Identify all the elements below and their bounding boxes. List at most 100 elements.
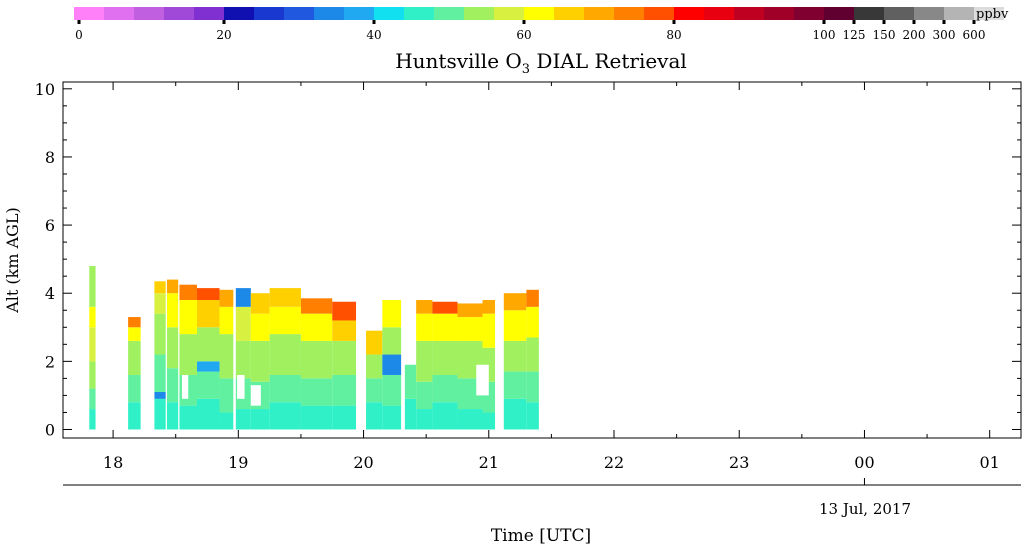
ozone-cell — [235, 409, 251, 430]
colorbar-tick — [882, 20, 886, 24]
ozone-cell — [366, 330, 383, 355]
colorbar-segment — [284, 7, 314, 20]
ozone-cell — [382, 354, 402, 375]
ozone-cell — [89, 361, 96, 389]
colorbar-tick-label: 20 — [216, 28, 231, 42]
y-tick-label: 2 — [45, 352, 55, 371]
ozone-cell — [166, 402, 179, 430]
ozone-cell — [128, 402, 141, 430]
colorbar-segment — [134, 7, 164, 20]
ozone-cell — [432, 340, 458, 375]
ozone-cell — [250, 340, 270, 382]
colorbar-segment — [884, 7, 914, 20]
x-tick-label: 00 — [854, 453, 874, 472]
ozone-cell — [166, 279, 179, 294]
colorbar-tick — [522, 20, 526, 24]
ozone-cell — [366, 354, 383, 379]
ozone-cell — [154, 293, 166, 314]
colorbar-segment — [464, 7, 494, 20]
ozone-cell — [300, 378, 333, 406]
ozone-cell — [219, 378, 234, 413]
colorbar-segment — [434, 7, 464, 20]
ozone-cell — [250, 409, 270, 430]
ozone-cell — [269, 306, 301, 335]
ozone-cell — [332, 374, 357, 406]
colorbar-tick — [972, 20, 976, 24]
axes: 0 2 4 6 8 10 18 19 20 21 22 23 00 01 — [35, 80, 1022, 486]
colorbar-segment — [764, 7, 794, 20]
ozone-cell — [250, 293, 270, 314]
colorbar-segment — [854, 7, 884, 20]
ozone-cell — [300, 313, 333, 341]
y-tick-label: 6 — [45, 216, 55, 235]
ozone-cell — [526, 306, 539, 338]
data-gap — [181, 374, 189, 399]
ozone-cell — [300, 405, 333, 430]
colorbar-tick — [222, 20, 226, 24]
ozone-cell — [432, 402, 458, 430]
ozone-cell — [179, 405, 197, 430]
ozone-cell — [219, 289, 234, 307]
ozone-cell — [432, 313, 458, 341]
data-gap — [476, 364, 489, 396]
ozone-cell — [482, 412, 496, 430]
ozone-cell — [457, 409, 483, 430]
chart-title-rest: DIAL Retrieval — [530, 49, 687, 73]
ozone-cell — [526, 402, 539, 430]
ozone-cell — [366, 402, 383, 430]
ozone-cell — [503, 371, 527, 399]
ozone-cell — [526, 337, 539, 372]
ozone-cell — [332, 301, 357, 321]
ozone-cell — [166, 293, 179, 328]
colorbar-segment — [584, 7, 614, 20]
data-gap — [237, 374, 245, 399]
colorbar-segment — [704, 7, 734, 20]
ozone-cell — [332, 320, 357, 341]
x-tick-label: 23 — [729, 453, 749, 472]
colorbar-tick-label: 125 — [843, 28, 866, 42]
ozone-cell — [219, 412, 234, 430]
x-tick-label: 01 — [980, 453, 1000, 472]
ozone-cell — [503, 398, 527, 430]
x-axis-label: Time [UTC] — [491, 526, 591, 546]
ozone-cell — [154, 281, 166, 294]
ozone-cell — [89, 327, 96, 362]
ozone-cell — [89, 409, 96, 430]
x-tick-label: 20 — [353, 453, 373, 472]
ozone-cell — [166, 327, 179, 369]
colorbar-tick-label: 150 — [873, 28, 896, 42]
ozone-cell — [235, 340, 251, 379]
ozone-cell — [269, 374, 301, 403]
plot-area — [89, 265, 539, 430]
ozone-cell — [128, 327, 141, 341]
colorbar-segment — [974, 7, 1004, 20]
ozone-cell — [154, 354, 166, 393]
colorbar-segment — [194, 7, 224, 20]
colorbar-tick — [822, 20, 826, 24]
ozone-cell — [404, 364, 417, 399]
ozone-cell — [250, 313, 270, 341]
ozone-cell — [404, 398, 417, 430]
ozone-cell — [128, 374, 141, 403]
ozone-cell — [196, 300, 220, 328]
colorbar-tick — [852, 20, 856, 24]
colorbar-segment — [674, 7, 704, 20]
ozone-cell — [128, 317, 141, 328]
x-tick-label: 19 — [228, 453, 248, 472]
ozone-cell — [219, 334, 234, 379]
ozone-cell — [166, 368, 179, 403]
ozone-cell — [382, 327, 402, 355]
colorbar-segment — [224, 7, 254, 20]
colorbar-segment — [344, 7, 374, 20]
ozone-cell — [382, 374, 402, 406]
ozone-cell — [219, 306, 234, 335]
colorbar-tick — [77, 20, 81, 24]
y-tick-label: 10 — [35, 80, 55, 99]
colorbar-segment — [824, 7, 854, 20]
ozone-cell — [416, 381, 433, 410]
chart-title-main: Huntsville O — [395, 49, 522, 73]
ozone-cell — [154, 398, 166, 430]
ozone-cell — [269, 288, 301, 307]
colorbar-segment — [644, 7, 674, 20]
colorbar-segment — [794, 7, 824, 20]
